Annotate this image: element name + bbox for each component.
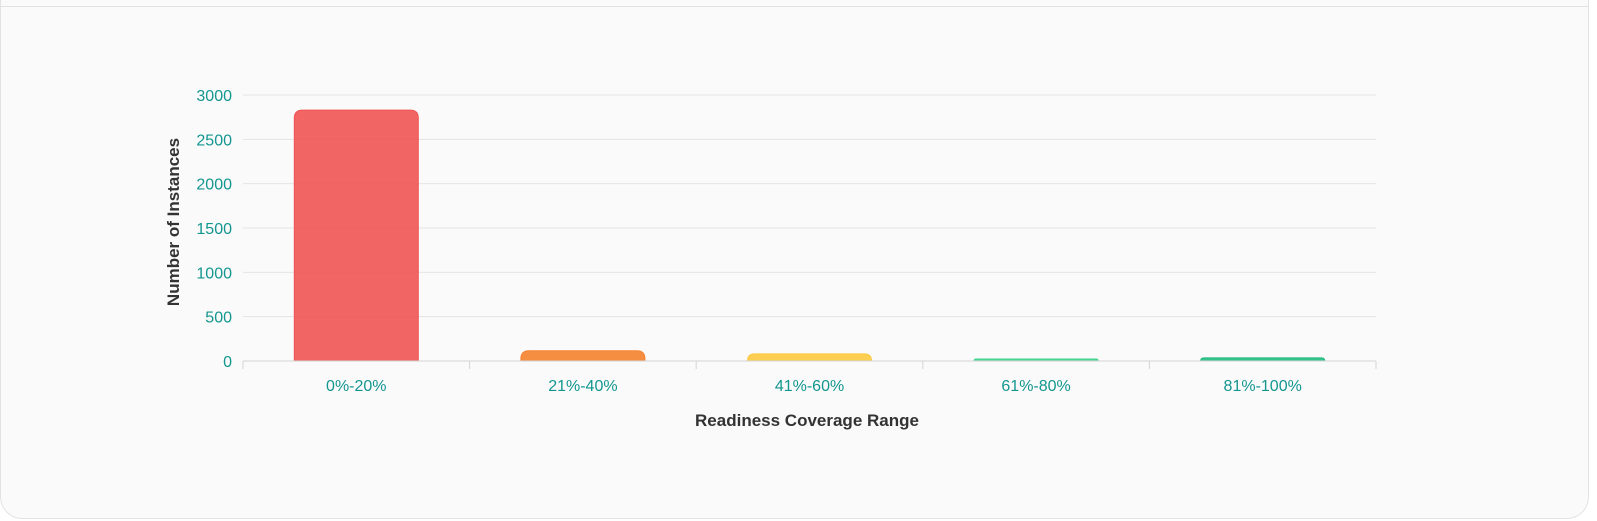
y-tick-label: 1500	[196, 221, 232, 238]
y-tick-labels: 0 500 1000 1500 2000 2500 3000	[196, 88, 232, 371]
y-tick-label: 1000	[196, 265, 232, 282]
card-divider	[1, 6, 1588, 7]
y-tick-label: 2500	[196, 132, 232, 149]
y-tick-label: 3000	[196, 88, 232, 105]
x-tick-label: 0%-20%	[326, 378, 386, 395]
y-tick-label: 2000	[196, 177, 232, 194]
bar-0-20[interactable]	[293, 109, 419, 362]
x-tick-labels: 0%-20% 21%-40% 41%-60% 61%-80% 81%-100%	[326, 378, 1302, 395]
grid-lines	[243, 94, 1376, 318]
x-tick-label: 21%-40%	[548, 378, 617, 395]
bar-81-100[interactable]	[1200, 357, 1326, 362]
axes	[242, 360, 1377, 369]
bar-41-60[interactable]	[746, 353, 873, 362]
x-tick-label: 81%-100%	[1224, 378, 1302, 395]
x-tick-label: 41%-60%	[775, 378, 844, 395]
bars	[293, 109, 1326, 362]
y-axis-title: Number of Instances	[164, 138, 183, 306]
x-tick-label: 61%-80%	[1001, 378, 1070, 395]
y-tick-label: 0	[223, 354, 232, 371]
x-axis-title: Readiness Coverage Range	[695, 411, 919, 430]
bar-21-40[interactable]	[520, 350, 646, 362]
y-tick-label: 500	[205, 310, 232, 327]
